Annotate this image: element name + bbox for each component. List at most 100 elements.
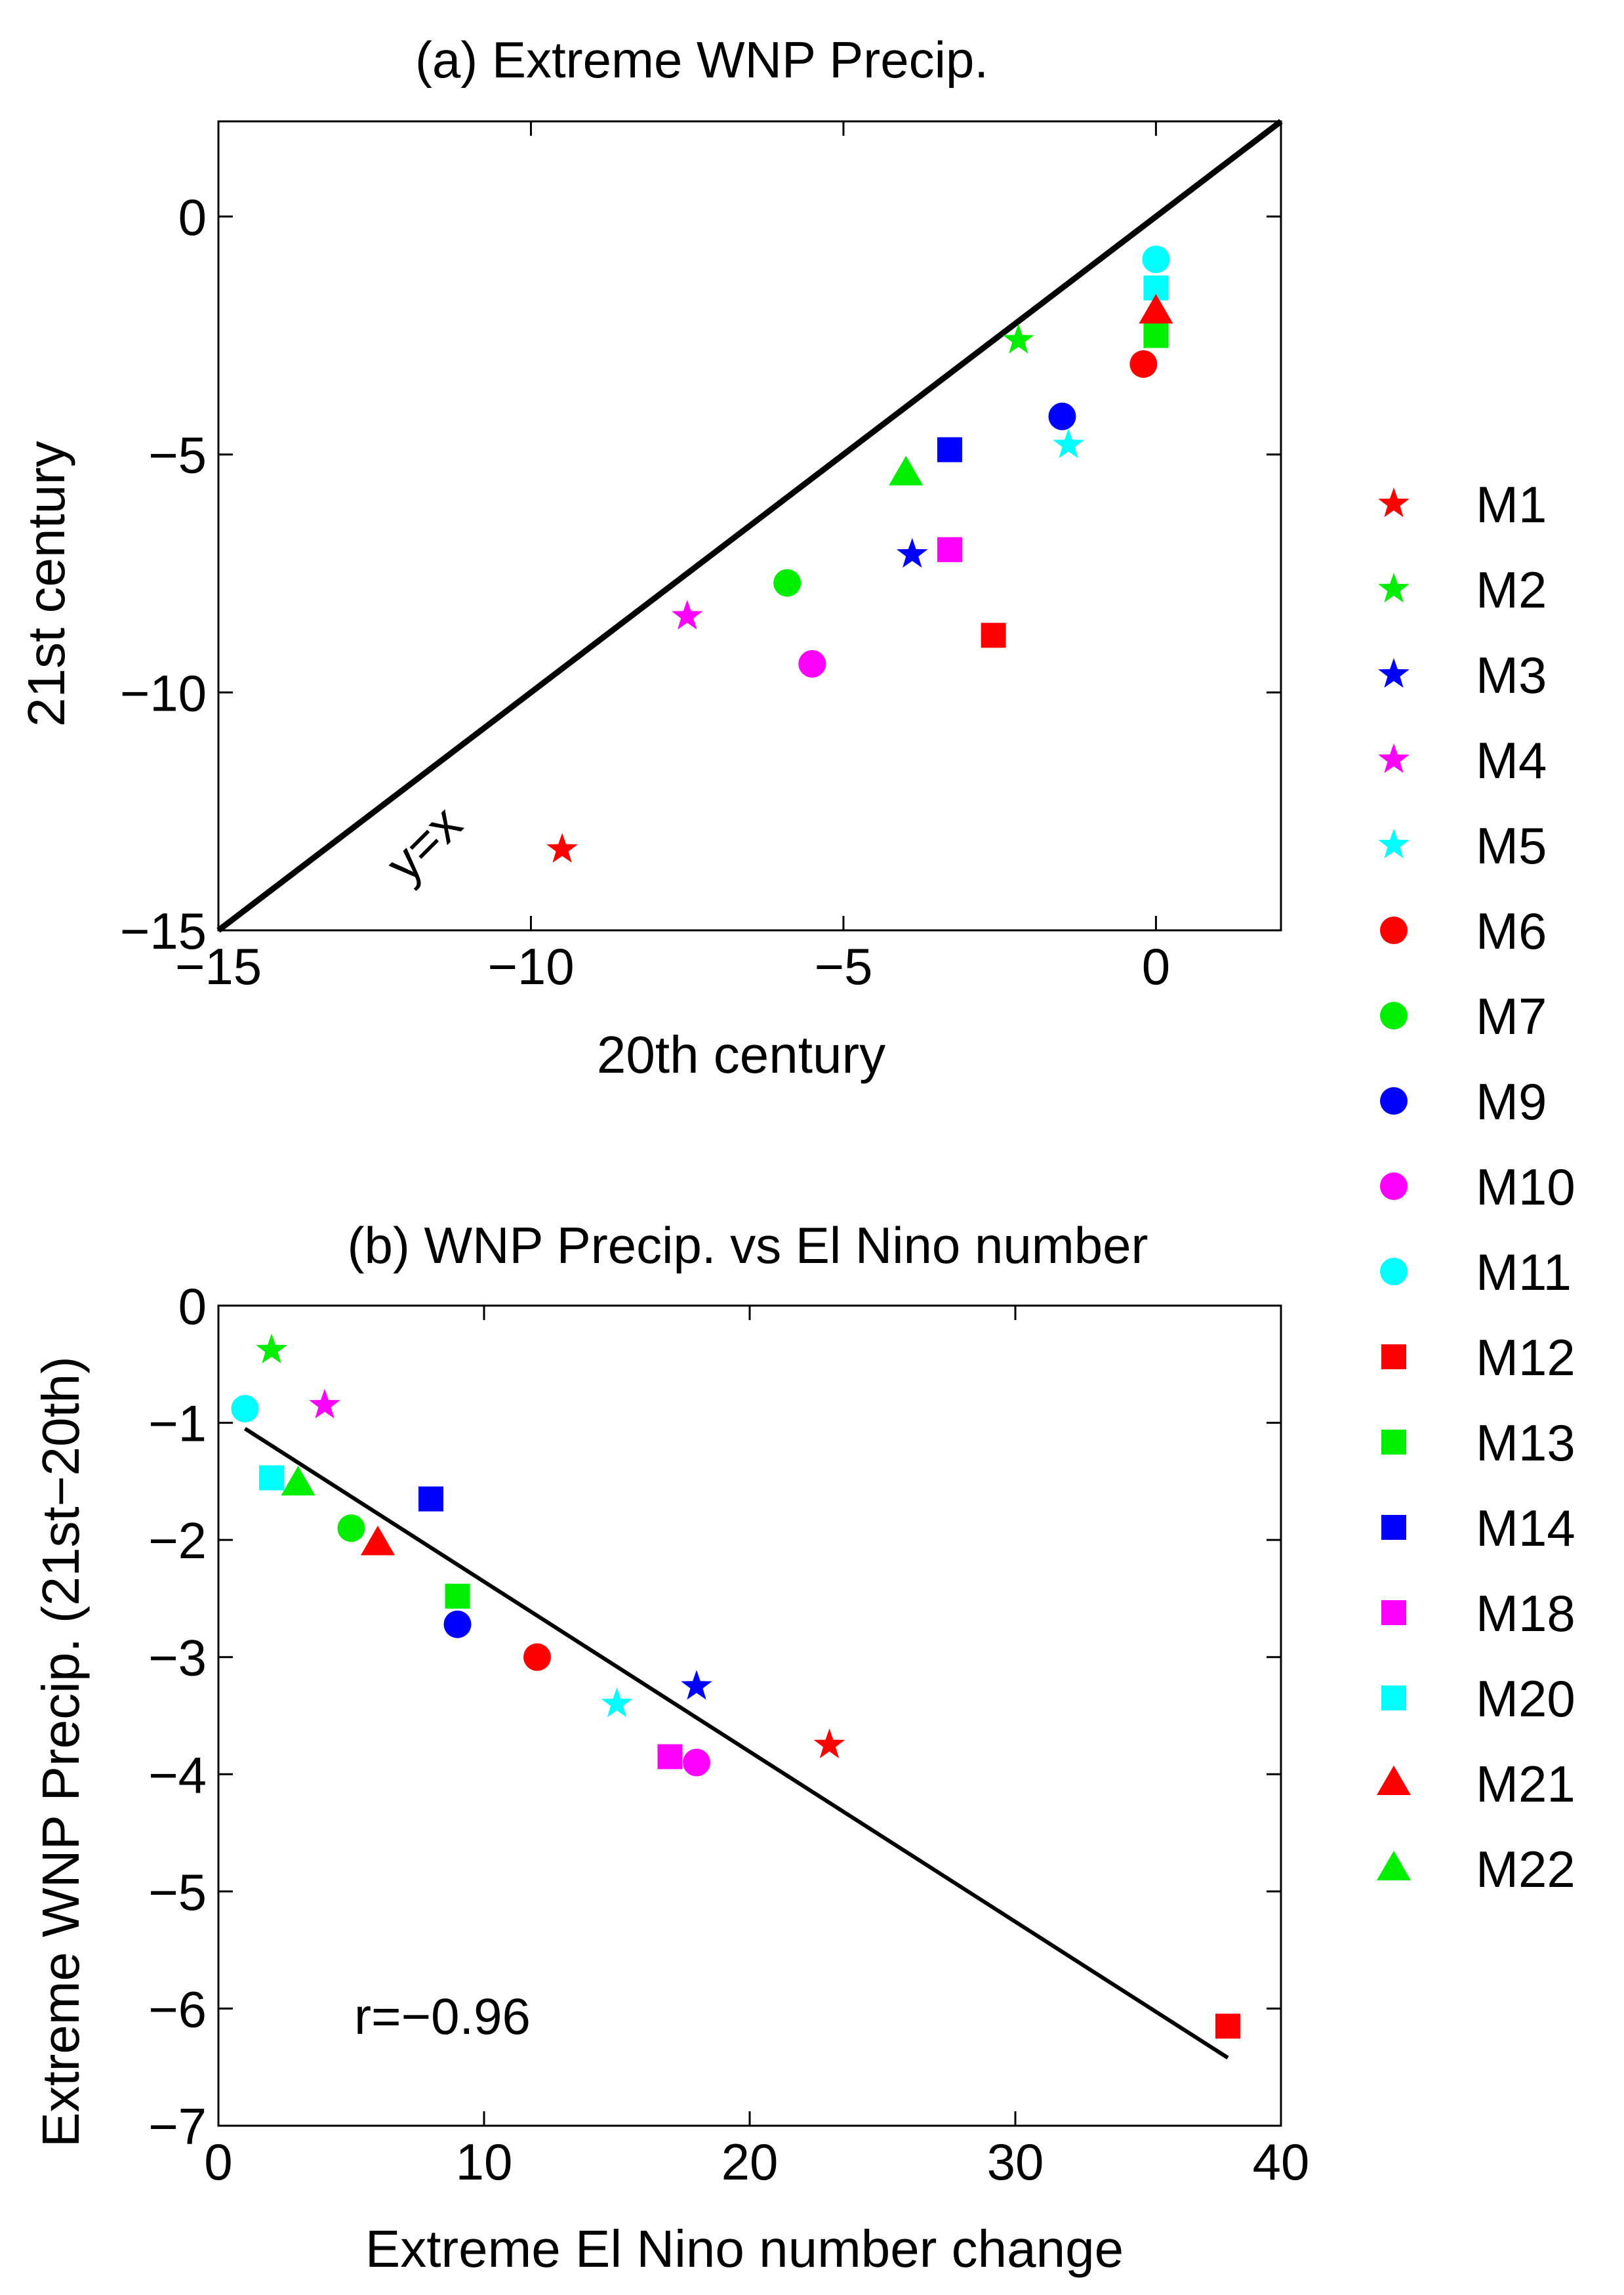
panel-a-x-tick-label: −15 (175, 938, 262, 995)
legend-marker-m5 (1378, 829, 1410, 859)
panel-a-points (546, 245, 1173, 863)
panel-b-x-tick-label: 0 (204, 2133, 232, 2191)
panel-b-y-tick-label: −6 (148, 1980, 207, 2038)
panel-a-point-m7 (773, 569, 802, 597)
legend-marker-m22 (1377, 1851, 1411, 1880)
panel-a-y-tick-label: −5 (148, 426, 207, 484)
panel-a-x-tick-label: −10 (487, 938, 574, 995)
panel-b-point-m2 (256, 1333, 287, 1364)
panel-b-point-m9 (443, 1610, 472, 1638)
panel-b-point-m1 (813, 1728, 845, 1758)
panel-a-point-m1 (546, 833, 578, 863)
panel-b-y-axis-label: Extreme WNP Precip. (21st−20th) (31, 1356, 90, 2147)
legend-label-m18: M18 (1476, 1584, 1575, 1642)
legend-marker-m9 (1380, 1087, 1408, 1115)
legend-marker-m13 (1381, 1430, 1406, 1455)
panel-b-y-tick-label: −2 (148, 1512, 207, 1569)
panel-b-x-tick-label: 30 (987, 2133, 1044, 2191)
legend-label-m12: M12 (1476, 1329, 1575, 1386)
panel-b-x-tick-label: 20 (721, 2133, 779, 2191)
panel-b-point-m21 (361, 1525, 395, 1556)
legend-marker-m4 (1378, 743, 1410, 774)
panel-b-title: (b) WNP Precip. vs El Nino number (348, 1216, 1148, 1274)
panel-b-x-tick-label: 40 (1253, 2133, 1310, 2191)
panel-a-y-tick-label: −10 (120, 664, 207, 722)
panel-a-reference-line-label: y=x (375, 795, 473, 893)
panel-a-point-m9 (1048, 402, 1076, 430)
panel-a-x-tick-label: −5 (814, 938, 872, 995)
panel-b-point-m14 (418, 1486, 443, 1512)
legend-label-m22: M22 (1476, 1840, 1575, 1898)
panel-b-regression-line-group (243, 1426, 1229, 2059)
panel-a-point-m11 (1142, 245, 1170, 274)
panel-b-point-m18 (657, 1744, 683, 1769)
legend-marker-m3 (1378, 658, 1410, 688)
legend-label-m10: M10 (1476, 1158, 1575, 1216)
panel-b-y-tick-label: −1 (148, 1395, 207, 1453)
legend-label-m20: M20 (1476, 1670, 1575, 1727)
panel-a-point-m22 (889, 455, 924, 486)
panel-a-y-tick-label: −15 (120, 902, 207, 960)
panel-b-point-m3 (681, 1670, 712, 1700)
legend-marker-m1 (1378, 487, 1410, 518)
panel-a-axes: −15 −10 −5 0 −15 −10 −5 0 (120, 120, 1282, 995)
panel-b-correlation-annotation: r=−0.96 (354, 1987, 531, 2045)
panel-a-point-m21 (1139, 294, 1173, 324)
panel-b-precip-vs-el-nino: (b) WNP Precip. vs El Nino number Extrem… (31, 1216, 1309, 2278)
panel-b-point-m22 (281, 1466, 315, 1496)
panel-b-point-m6 (523, 1643, 551, 1671)
legend-marker-m6 (1380, 917, 1408, 944)
panel-b-point-m5 (601, 1687, 633, 1718)
legend-marker-m21 (1377, 1766, 1411, 1795)
panel-a-point-m14 (937, 437, 962, 463)
panel-a-reference-line-group (216, 119, 1283, 933)
panel-a-point-m12 (981, 623, 1006, 648)
legend: M1 M2 M3 M4 M5 M6 M7 M9 M10 M11 M12 M13 M14 M18 M20 M21… (1377, 476, 1575, 1898)
panel-a-y-tick-label: 0 (178, 188, 207, 246)
panel-a-point-m5 (1053, 428, 1084, 459)
panel-a-point-m18 (937, 537, 962, 562)
panel-b-point-m11 (231, 1395, 259, 1423)
panel-a-x-axis-label: 20th century (597, 1025, 885, 1084)
panel-b-y-tick-label: 0 (178, 1277, 207, 1335)
panel-b-point-m4 (309, 1388, 340, 1418)
legend-marker-m12 (1381, 1344, 1406, 1369)
panel-a-title: (a) Extreme WNP Precip. (415, 31, 988, 89)
legend-marker-m10 (1380, 1172, 1408, 1200)
panel-b-point-m10 (683, 1748, 710, 1777)
panel-b-point-m12 (1215, 2014, 1240, 2039)
legend-label-m5: M5 (1476, 817, 1547, 875)
panel-b-point-m20 (259, 1465, 284, 1491)
legend-label-m13: M13 (1476, 1414, 1575, 1472)
panel-a-point-m3 (897, 538, 928, 568)
panel-b-y-tick-label: −3 (148, 1629, 207, 1687)
panel-b-axes: 0 10 20 30 40 −7 −6 −5 −4 −3 −2 −1 0 (148, 1277, 1309, 2191)
legend-label-m21: M21 (1476, 1755, 1575, 1813)
legend-label-m1: M1 (1476, 476, 1547, 533)
panel-b-x-tick-label: 10 (456, 2133, 513, 2191)
legend-label-m14: M14 (1476, 1499, 1575, 1557)
panel-a-y-axis-label: 21st century (17, 441, 75, 727)
legend-marker-m7 (1380, 1002, 1408, 1029)
panel-b-y-tick-label: −7 (148, 2098, 207, 2155)
panel-b-points (231, 1333, 1240, 2039)
panel-b-y-tick-label: −4 (148, 1746, 207, 1804)
legend-marker-m20 (1381, 1685, 1406, 1710)
legend-label-m7: M7 (1476, 987, 1547, 1045)
legend-label-m4: M4 (1476, 732, 1547, 789)
panel-a-point-m10 (798, 650, 826, 678)
panel-a-plot-frame (217, 120, 1282, 932)
legend-marker-m14 (1381, 1515, 1406, 1540)
panel-b-point-m13 (445, 1583, 470, 1609)
legend-marker-m11 (1380, 1258, 1408, 1285)
panel-a-point-m4 (671, 600, 703, 630)
panel-b-x-axis-label: Extreme El Nino number change (365, 2220, 1124, 2278)
panel-b-point-m7 (337, 1514, 365, 1542)
panel-a-point-m13 (1143, 323, 1169, 348)
legend-label-m2: M2 (1476, 561, 1547, 619)
legend-label-m11: M11 (1476, 1243, 1572, 1301)
panel-b-regression-line (243, 1426, 1229, 2059)
panel-b-y-tick-label: −5 (148, 1863, 207, 1921)
legend-marker-m2 (1378, 573, 1410, 603)
